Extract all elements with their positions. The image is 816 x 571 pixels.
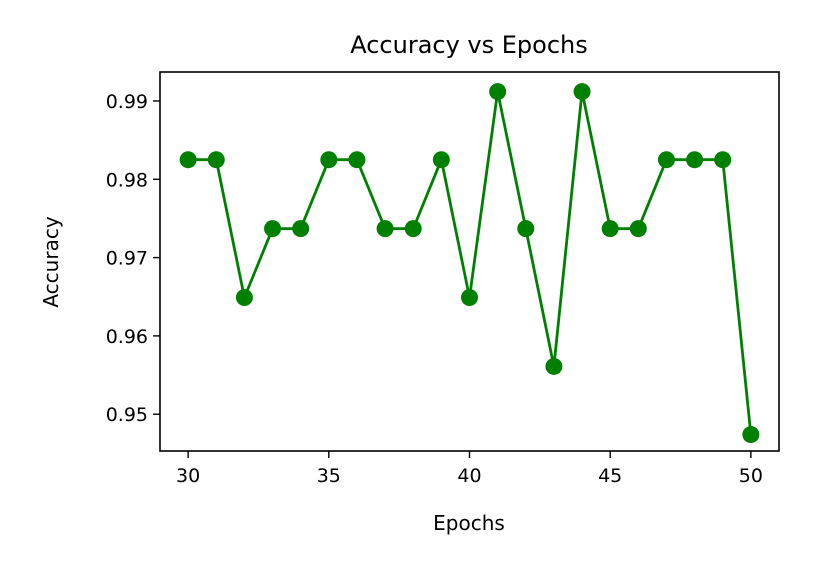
- data-point: [432, 151, 450, 169]
- y-tick-label: 0.96: [106, 326, 148, 348]
- data-point: [489, 83, 507, 101]
- data-point: [235, 289, 253, 307]
- data-point: [686, 151, 704, 169]
- y-tick-label: 0.98: [106, 169, 148, 191]
- data-point: [517, 220, 535, 238]
- data-point: [292, 220, 310, 238]
- y-tick-label: 0.99: [106, 91, 148, 113]
- x-tick-label: 45: [598, 465, 622, 487]
- x-tick-label: 40: [457, 465, 481, 487]
- data-point: [320, 151, 338, 169]
- data-point: [573, 83, 591, 101]
- data-point: [404, 220, 422, 238]
- y-tick-label: 0.97: [106, 248, 148, 270]
- data-point: [461, 289, 478, 307]
- x-tick-label: 50: [739, 465, 763, 487]
- data-point: [348, 151, 366, 169]
- x-tick-label: 30: [176, 465, 200, 487]
- y-axis: 0.95 0.96 0.97 0.98 0.99: [106, 91, 160, 426]
- data-point: [601, 220, 619, 238]
- data-point: [714, 151, 732, 169]
- data-point: [376, 220, 394, 238]
- data-point: [264, 220, 282, 238]
- chart-title: Accuracy vs Epochs: [350, 31, 588, 59]
- y-tick-label: 0.95: [106, 404, 148, 426]
- x-axis-title: Epochs: [433, 511, 505, 535]
- x-tick-label: 35: [317, 465, 341, 487]
- plot-area-frame: [159, 71, 780, 452]
- data-point: [629, 220, 647, 238]
- data-point: [207, 151, 225, 169]
- x-axis: 30 35 40 45 50: [176, 451, 763, 487]
- data-point: [179, 151, 197, 169]
- series-accuracy: [179, 83, 760, 444]
- series-line: [188, 90, 753, 435]
- data-point: [657, 151, 675, 169]
- data-point: [545, 357, 563, 375]
- y-axis-title: Accuracy: [39, 216, 63, 307]
- data-point: [742, 426, 760, 444]
